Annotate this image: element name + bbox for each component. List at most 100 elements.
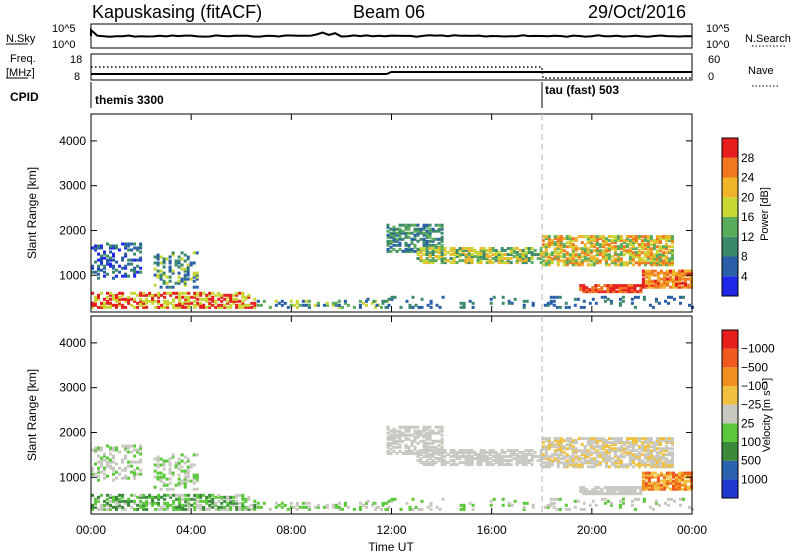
echo-cell [422, 239, 426, 243]
echo-cell [600, 492, 604, 496]
echo-cell [595, 459, 599, 463]
echo-cell [559, 237, 563, 241]
echo-cell [643, 261, 647, 265]
echo-cell [425, 431, 429, 435]
echo-cell [247, 303, 251, 307]
echo-cell [650, 273, 654, 277]
echo-cell [613, 261, 617, 265]
echo-cell [446, 259, 450, 263]
echo-cell [613, 237, 617, 241]
echo-cell [381, 299, 385, 303]
echo-cell [583, 453, 587, 457]
echo-cell [159, 277, 163, 281]
echo-cell [641, 281, 645, 285]
echo-cell [565, 251, 569, 255]
echo-cell [616, 247, 620, 251]
echo-cell [440, 225, 444, 229]
echo-cell [684, 483, 687, 487]
echo-cell [446, 453, 450, 456]
echo-cell [525, 501, 529, 505]
echo-cell [133, 507, 137, 511]
echo-cell [618, 288, 622, 292]
echo-cell [619, 235, 623, 239]
echo-cell [449, 249, 453, 252]
echo-cell [455, 261, 459, 265]
echo-cell [392, 225, 396, 229]
echo-cell [103, 454, 106, 458]
echo-cell [553, 241, 557, 245]
echo-cell [121, 256, 125, 260]
echo-cell [600, 286, 604, 290]
echo-cell [603, 299, 607, 303]
echo-cell [675, 277, 678, 281]
echo-cell [556, 445, 560, 449]
echo-cell [500, 461, 504, 465]
echo-cell [527, 249, 531, 252]
echo-cell [103, 266, 106, 270]
echo-cell [583, 251, 587, 255]
echo-cell [621, 490, 625, 494]
echo-cell [183, 485, 187, 489]
echo-cell [672, 277, 675, 281]
echo-cell [404, 437, 408, 441]
velocity-heatmap-cells [91, 425, 694, 511]
echo-cell [625, 463, 629, 467]
nsearch-label: N.Search [745, 33, 791, 45]
echo-cell [196, 503, 200, 507]
echo-cell [586, 249, 590, 253]
echo-cell [235, 501, 239, 505]
echo-cell [630, 301, 634, 305]
echo-cell [121, 460, 125, 464]
echo-cell [365, 501, 368, 505]
echo-cell [392, 431, 396, 435]
echo-cell [133, 499, 137, 503]
echo-cell [515, 461, 519, 465]
echo-cell [663, 485, 666, 489]
echo-cell [536, 459, 540, 462]
echo-cell [192, 271, 196, 275]
echo-cell [573, 297, 577, 301]
echo-cell [571, 237, 575, 241]
echo-cell [604, 237, 608, 241]
echo-cell [193, 497, 197, 501]
echo-cell [94, 299, 97, 303]
echo-cell [168, 481, 172, 485]
echo-cell [166, 507, 170, 511]
echo-cell [217, 297, 221, 301]
echo-cell [217, 305, 221, 309]
echo-cell [678, 275, 681, 279]
echo-cell [512, 247, 516, 250]
echo-cell [609, 488, 613, 492]
echo-cell [574, 439, 578, 443]
echo-cell [644, 485, 648, 489]
echo-cell [440, 223, 444, 227]
echo-cell [470, 461, 474, 465]
echo-cell [476, 461, 480, 465]
echo-cell [562, 263, 566, 267]
echo-cell [413, 233, 417, 237]
echo-cell [601, 241, 605, 245]
echo-cell [187, 507, 191, 511]
echo-cell [175, 493, 179, 497]
echo-cell [241, 495, 245, 499]
echo-cell [655, 447, 659, 451]
echo-cell [195, 487, 199, 491]
echo-cell [583, 449, 587, 453]
echo-cell [652, 449, 656, 453]
echo-cell [181, 303, 185, 307]
echo-cell [531, 301, 535, 305]
echo-cell [649, 459, 653, 463]
echo-cell [512, 457, 516, 460]
echo-cell [628, 255, 632, 259]
echo-cell [655, 461, 659, 465]
echo-cell [115, 495, 118, 499]
echo-cell [589, 465, 593, 469]
echo-cell [601, 459, 605, 463]
echo-cell [91, 468, 94, 472]
echo-cell [97, 268, 100, 272]
echo-cell [665, 457, 668, 461]
echo-cell [507, 301, 511, 305]
echo-cell [121, 468, 125, 472]
echo-cell [506, 259, 510, 263]
echo-cell [440, 461, 444, 465]
